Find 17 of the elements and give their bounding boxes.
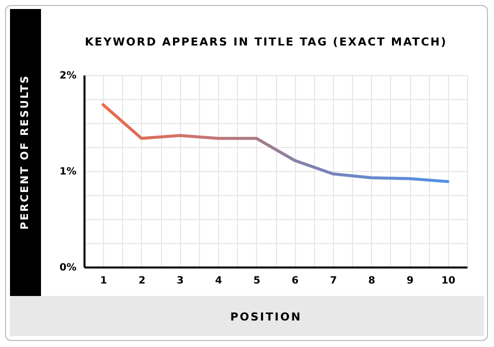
y-tick-label: 2% <box>60 70 76 82</box>
x-tick-label: 4 <box>215 276 222 286</box>
y-tick-label: 1% <box>60 166 76 178</box>
chart-title: KEYWORD APPEARS IN TITLE TAG (EXACT MATCH) <box>84 36 448 48</box>
y-tick-label: 0% <box>60 262 76 274</box>
x-tick-label: 9 <box>406 276 414 286</box>
x-tick-label: 8 <box>368 276 376 286</box>
y-axis-title: PERCENT OF RESULTS <box>19 74 31 230</box>
x-tick-label: 10 <box>441 276 456 286</box>
x-tick-label: 2 <box>138 276 146 286</box>
x-tick-label: 3 <box>176 276 184 286</box>
x-tick-label: 6 <box>292 276 299 286</box>
x-axis-title: POSITION <box>230 310 302 324</box>
line-series <box>102 103 450 184</box>
x-tick-label: 7 <box>330 276 337 286</box>
x-tick-label: 1 <box>100 276 108 286</box>
x-tick-label: 5 <box>253 276 260 286</box>
